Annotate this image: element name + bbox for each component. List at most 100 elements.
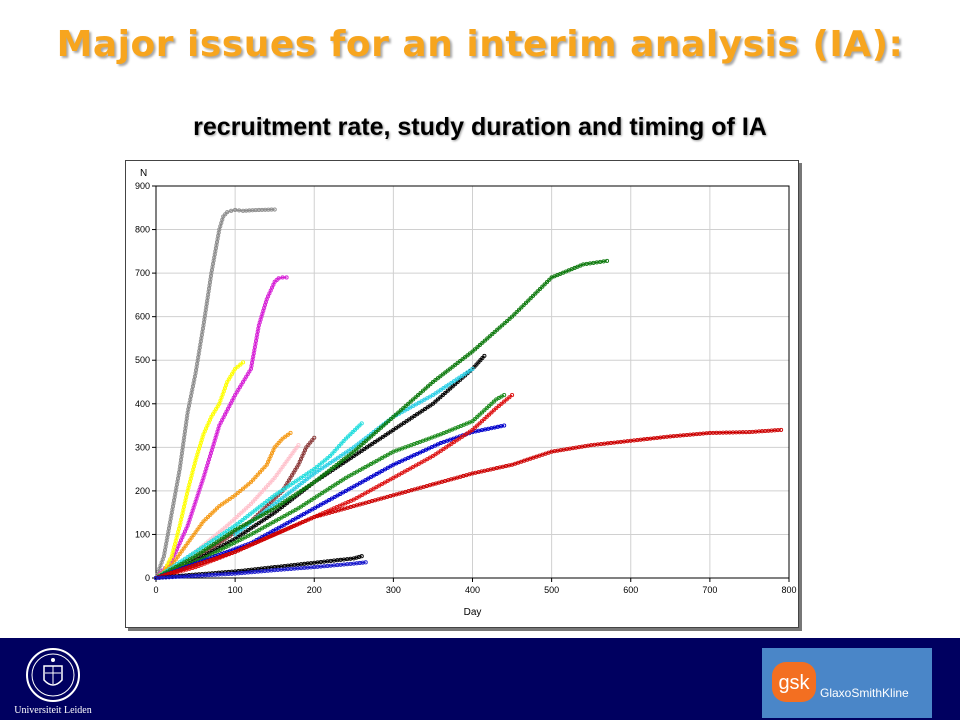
series-point bbox=[544, 280, 550, 285]
series-point bbox=[243, 484, 248, 489]
series-point bbox=[351, 445, 356, 450]
series-point bbox=[290, 451, 295, 456]
series-point bbox=[359, 443, 364, 448]
footer-bar: Universiteit Leiden gsk GlaxoSmithKline bbox=[0, 638, 960, 720]
series-point bbox=[302, 479, 307, 484]
series-point bbox=[233, 207, 238, 213]
series-point bbox=[314, 464, 319, 469]
series-point bbox=[521, 303, 526, 308]
series-point bbox=[418, 390, 423, 395]
series-point bbox=[238, 488, 243, 493]
series-point bbox=[238, 528, 243, 533]
series-point bbox=[497, 325, 502, 330]
series-point bbox=[280, 464, 285, 469]
series-point bbox=[435, 397, 440, 402]
series-point bbox=[248, 480, 253, 485]
series-point bbox=[278, 467, 283, 472]
series-point bbox=[237, 512, 242, 517]
series-point bbox=[304, 445, 309, 450]
series-point bbox=[225, 210, 230, 215]
series-point bbox=[376, 427, 381, 432]
series-point bbox=[274, 443, 279, 448]
series-point bbox=[257, 504, 262, 509]
series-point bbox=[516, 307, 522, 312]
series-point bbox=[480, 355, 485, 361]
series-point bbox=[288, 453, 293, 459]
series-point bbox=[220, 527, 225, 532]
series-point bbox=[314, 478, 319, 483]
series-point bbox=[185, 541, 190, 546]
series-14 bbox=[153, 427, 784, 581]
series-point bbox=[272, 475, 277, 480]
series-point bbox=[325, 456, 330, 461]
series-point bbox=[214, 506, 220, 511]
series-point bbox=[329, 466, 334, 471]
series-point bbox=[289, 488, 295, 493]
series-point bbox=[245, 514, 250, 519]
series-point bbox=[292, 448, 297, 453]
series-point bbox=[346, 434, 351, 439]
series-point bbox=[477, 342, 482, 348]
series-point bbox=[430, 379, 435, 385]
series-point bbox=[327, 468, 332, 473]
series-point bbox=[489, 401, 494, 406]
series-point bbox=[168, 557, 173, 562]
series-point bbox=[260, 502, 265, 507]
series-point bbox=[465, 353, 470, 358]
series-point bbox=[393, 412, 398, 417]
series-point bbox=[348, 432, 353, 437]
y-axis-label: N bbox=[140, 168, 147, 179]
series-point bbox=[240, 486, 246, 491]
series-point bbox=[453, 362, 458, 367]
series-point bbox=[257, 470, 263, 475]
series-11 bbox=[153, 393, 507, 581]
series-point bbox=[494, 406, 499, 411]
series-point bbox=[369, 434, 374, 439]
series-point bbox=[218, 529, 223, 534]
series-point bbox=[235, 364, 240, 369]
series-point bbox=[217, 504, 222, 509]
series-point bbox=[210, 510, 215, 515]
series-point bbox=[391, 414, 396, 419]
series-point bbox=[334, 446, 339, 451]
series-point bbox=[359, 421, 364, 426]
series-point bbox=[280, 275, 285, 280]
series-point bbox=[507, 316, 512, 321]
recruitment-chart: 0 100 200 300 400 500 600 700 800 0 100 200 300 400 50… bbox=[125, 160, 799, 628]
series-point bbox=[166, 560, 171, 565]
series-point bbox=[491, 399, 496, 404]
series-point bbox=[344, 455, 349, 460]
series-point bbox=[383, 421, 389, 426]
series-point bbox=[502, 399, 507, 404]
gsk-logo-text: GlaxoSmithKline bbox=[820, 686, 909, 700]
series-point bbox=[266, 501, 272, 507]
series-point bbox=[485, 336, 490, 341]
series-point bbox=[227, 496, 232, 501]
series-point bbox=[317, 476, 322, 481]
y-tick-label: 900 bbox=[135, 181, 150, 191]
series-point bbox=[492, 329, 497, 334]
series-point bbox=[398, 408, 403, 413]
series-point bbox=[408, 399, 413, 404]
series-point bbox=[233, 523, 238, 528]
series-point bbox=[294, 484, 299, 489]
series-point bbox=[234, 514, 239, 520]
series-point bbox=[191, 532, 196, 538]
series-16 bbox=[153, 560, 368, 581]
series-point bbox=[322, 472, 327, 477]
series-point bbox=[276, 276, 281, 281]
series-point bbox=[272, 445, 277, 450]
series-point bbox=[499, 401, 504, 406]
gsk-mark-icon: gsk bbox=[772, 662, 816, 702]
series-point bbox=[533, 291, 538, 296]
series-point bbox=[277, 498, 282, 503]
y-tick-label: 600 bbox=[135, 312, 150, 322]
x-tick-label: 700 bbox=[702, 585, 717, 595]
series-point bbox=[255, 506, 260, 511]
series-point bbox=[332, 449, 337, 454]
series-point bbox=[535, 289, 540, 294]
series-point bbox=[230, 495, 235, 500]
series-point bbox=[275, 499, 280, 505]
series-point bbox=[177, 551, 182, 557]
series-point bbox=[487, 403, 492, 409]
